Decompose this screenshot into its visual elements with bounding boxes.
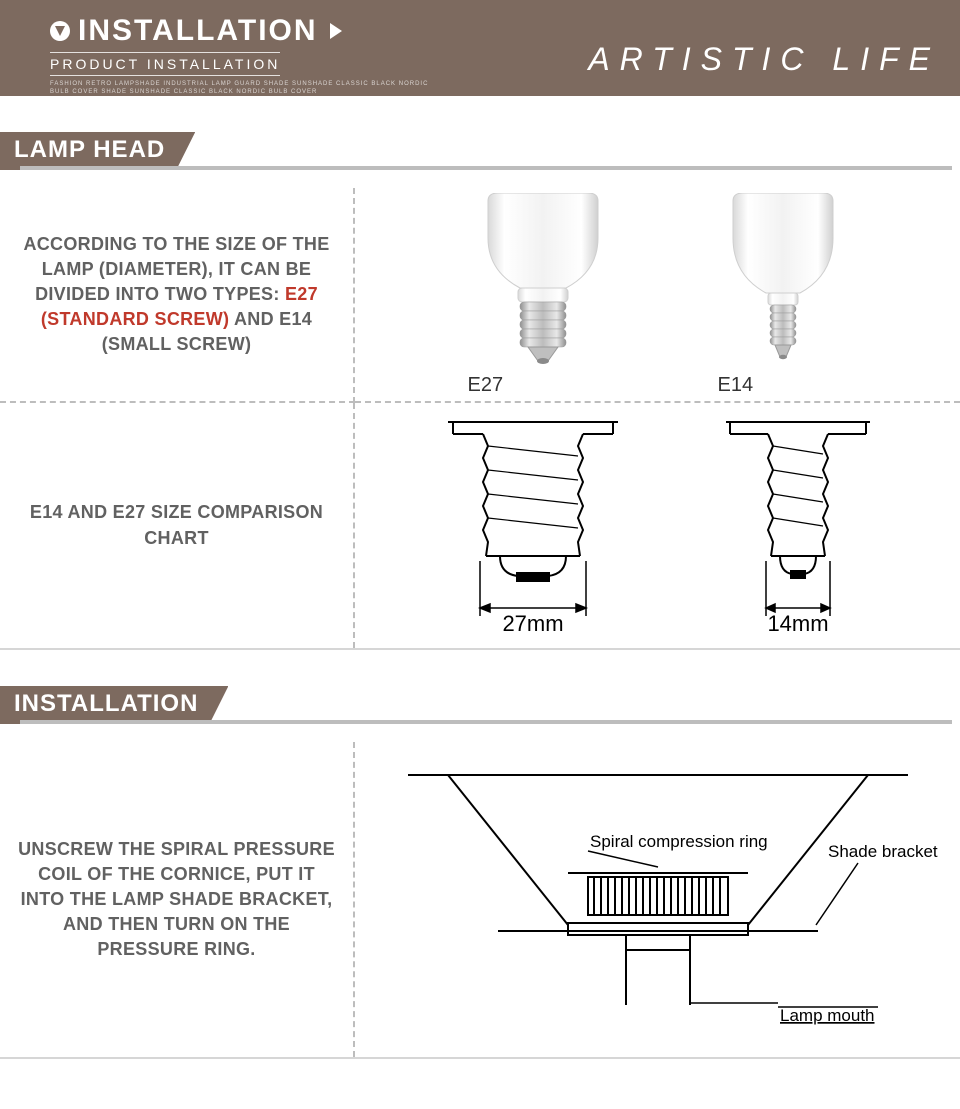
section-head-lamp-head: LAMP HEAD	[0, 132, 960, 170]
installation-diagram-icon: Spiral compression ring Shade bracket La…	[378, 755, 938, 1045]
bulb-e27-icon	[468, 193, 618, 368]
bulb-e14-label: E14	[718, 374, 754, 397]
lamp-head-desc-cell-1: ACCORDING TO THE SIZE OF THE LAMP (DIAME…	[0, 188, 355, 403]
label-ring: Spiral compression ring	[590, 832, 768, 851]
installation-desc: UNSCREW THE SPIRAL PRESSURE COIL OF THE …	[18, 837, 335, 963]
banner-title: INSTALLATION	[78, 14, 318, 48]
bulb-illustrations: E27 E1	[468, 193, 848, 397]
section-heading-underline	[0, 720, 952, 724]
lamp-head-grid: ACCORDING TO THE SIZE OF THE LAMP (DIAME…	[0, 188, 960, 650]
label-mouth: Lamp mouth	[780, 1006, 875, 1025]
header-banner: INSTALLATION PRODUCT INSTALLATION FASHIO…	[0, 0, 960, 96]
bulb-e27-label: E27	[468, 374, 504, 397]
bulb-e14-col: E14	[718, 193, 848, 397]
lamp-head-desc-1: ACCORDING TO THE SIZE OF THE LAMP (DIAME…	[18, 232, 335, 358]
lamp-head-desc-2: E14 AND E27 SIZE COMPARISON CHART	[18, 500, 335, 550]
chevron-down-circle-icon	[50, 21, 70, 41]
lamp-head-threads-cell: 27mm	[355, 403, 960, 648]
thread-27mm-icon: 27mm	[438, 416, 628, 636]
dim-14mm-label: 14mm	[767, 611, 828, 636]
dim-27mm-label: 27mm	[502, 611, 563, 636]
section-heading-underline	[0, 166, 952, 170]
lamp-head-desc-cell-2: E14 AND E27 SIZE COMPARISON CHART	[0, 403, 355, 648]
installation-grid: UNSCREW THE SPIRAL PRESSURE COIL OF THE …	[0, 742, 960, 1059]
section-head-installation: INSTALLATION	[0, 686, 960, 724]
thread-27mm-col: 27mm	[438, 416, 628, 636]
thread-14mm-icon: 14mm	[718, 416, 878, 636]
installation-diagram-cell: Spiral compression ring Shade bracket La…	[355, 742, 960, 1057]
banner-subtitle: PRODUCT INSTALLATION	[50, 52, 280, 76]
thread-14mm-col: 14mm	[718, 416, 878, 636]
label-bracket: Shade bracket	[828, 842, 938, 861]
installation-desc-cell: UNSCREW THE SPIRAL PRESSURE COIL OF THE …	[0, 742, 355, 1057]
section-heading-label: INSTALLATION	[0, 686, 228, 722]
thread-diagrams: 27mm	[438, 416, 878, 636]
desc-text-pre: ACCORDING TO THE SIZE OF THE LAMP (DIAME…	[23, 234, 329, 304]
lamp-head-bulbs-cell: E27 E1	[355, 188, 960, 403]
play-triangle-icon	[330, 23, 342, 39]
brand-text: ARTISTIC LIFE	[588, 41, 940, 78]
bulb-e27-col: E27	[468, 193, 618, 397]
bulb-e14-icon	[718, 193, 848, 368]
banner-fineprint: FASHION RETRO LAMPSHADE INDUSTRIAL LAMP …	[50, 80, 450, 97]
section-heading-label: LAMP HEAD	[0, 132, 195, 168]
